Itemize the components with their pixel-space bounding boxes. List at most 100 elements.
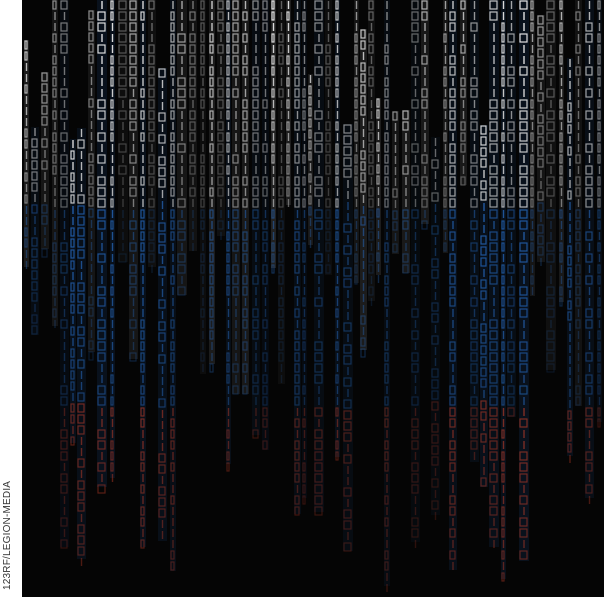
- digit-zero: [60, 484, 68, 494]
- digit-zero: [41, 72, 48, 82]
- digit-zero: [354, 209, 358, 219]
- digit-zero: [294, 396, 300, 406]
- digit-zero: [559, 0, 563, 10]
- digit-zero: [489, 11, 498, 21]
- digit-zero: [252, 319, 259, 329]
- digit-zero: [294, 253, 300, 263]
- digit-zero: [314, 143, 323, 153]
- digit-zero: [449, 451, 456, 461]
- digit-zero: [343, 432, 352, 442]
- digit-zero: [158, 222, 166, 232]
- digit-zero: [507, 352, 515, 362]
- digit-zero: [189, 121, 196, 131]
- digit-zero: [325, 264, 331, 274]
- digit-zero: [70, 183, 75, 193]
- digit-zero: [170, 110, 175, 120]
- digit-zero: [585, 165, 593, 175]
- digit-zero: [368, 231, 374, 241]
- digit-zero: [158, 68, 166, 78]
- digit-zero: [189, 154, 196, 164]
- digit-zero: [140, 506, 145, 516]
- digit-zero: [559, 55, 563, 65]
- digit-zero: [575, 319, 581, 329]
- digit-zero: [501, 187, 505, 197]
- digit-zero: [530, 66, 534, 76]
- digit-zero: [530, 154, 534, 164]
- digit-zero: [449, 187, 456, 197]
- digit-zero: [335, 440, 339, 450]
- digit-zero: [262, 407, 268, 417]
- digit-zero: [384, 44, 389, 54]
- digit-zero: [325, 165, 331, 175]
- digit-zero: [567, 443, 572, 453]
- digit-zero: [60, 451, 68, 461]
- digit-zero: [177, 88, 186, 98]
- digit-zero: [140, 11, 145, 21]
- digit-zero: [519, 187, 528, 197]
- digit-zero: [480, 378, 487, 388]
- digit-zero: [325, 242, 331, 252]
- digit-zero: [148, 198, 155, 208]
- digit-zero: [177, 198, 186, 208]
- column-glow: [546, 0, 556, 370]
- digit-zero: [597, 242, 601, 252]
- digit-zero: [489, 473, 498, 483]
- digit-zero: [217, 22, 224, 32]
- digit-zero: [302, 242, 306, 252]
- digit-zero: [140, 110, 145, 120]
- digit-zero: [585, 143, 593, 153]
- digit-zero: [530, 242, 534, 252]
- digit-zero: [585, 176, 593, 186]
- digit-zero: [489, 99, 498, 109]
- digit-zero: [559, 242, 563, 252]
- digit-zero: [31, 259, 38, 269]
- digit-zero: [368, 143, 374, 153]
- digit-zero: [546, 330, 555, 340]
- digit-zero: [354, 44, 358, 54]
- digit-zero: [70, 260, 75, 270]
- digit-zero: [77, 458, 85, 468]
- digit-zero: [170, 44, 175, 54]
- digit-zero: [148, 253, 155, 263]
- digit-zero: [302, 121, 306, 131]
- digit-zero: [232, 55, 239, 65]
- digit-zero: [200, 264, 205, 274]
- digit-zero: [242, 176, 248, 186]
- digit-zero: [226, 0, 230, 10]
- digit-zero: [314, 220, 323, 230]
- digit-zero: [88, 296, 94, 306]
- digit-zero: [242, 286, 248, 296]
- digit-zero: [343, 278, 352, 288]
- digit-zero: [170, 165, 175, 175]
- digit-zero: [546, 286, 555, 296]
- digit-zero: [140, 352, 145, 362]
- digit-zero: [110, 396, 114, 406]
- digit-zero: [97, 396, 106, 406]
- digit-zero: [217, 154, 224, 164]
- digit-zero: [226, 22, 230, 32]
- digit-zero: [343, 421, 352, 431]
- digit-zero: [118, 165, 127, 175]
- digit-zero: [449, 297, 456, 307]
- digit-zero: [411, 429, 419, 439]
- digit-zero: [546, 341, 555, 351]
- digit-zero: [567, 267, 572, 277]
- digit-zero: [60, 385, 68, 395]
- digit-zero: [519, 352, 528, 362]
- digit-zero: [88, 43, 94, 53]
- digit-zero: [60, 198, 68, 208]
- digit-zero: [118, 77, 127, 87]
- digit-zero: [242, 308, 248, 318]
- digit-zero: [97, 176, 106, 186]
- digit-zero: [489, 143, 498, 153]
- digit-zero: [546, 88, 555, 98]
- digit-zero: [489, 198, 498, 208]
- column-glow: [262, 0, 269, 450]
- digit-zero: [501, 396, 505, 406]
- digit-zero: [314, 297, 323, 307]
- digit-zero: [70, 370, 75, 380]
- digit-zero: [286, 187, 290, 197]
- digit-zero: [489, 352, 498, 362]
- digit-zero: [519, 0, 528, 10]
- digit-zero: [501, 297, 505, 307]
